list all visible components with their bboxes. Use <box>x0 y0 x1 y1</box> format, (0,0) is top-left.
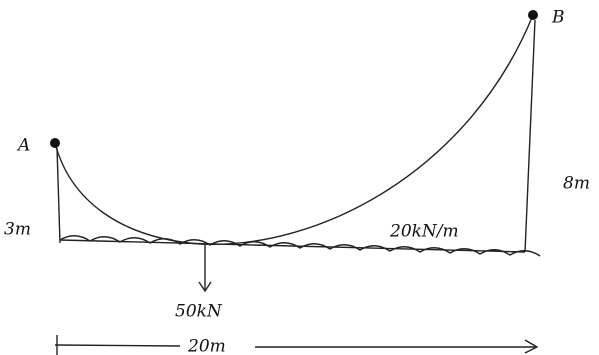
span-label: 20m <box>187 337 226 355</box>
cable-diagram: A B 3m 8m 20kN/m 50kN 20m <box>0 0 599 355</box>
distributed-load-label: 20kN/m <box>389 222 459 242</box>
left-vertical <box>57 148 60 243</box>
support-b <box>528 10 538 20</box>
dimension-line <box>55 345 180 346</box>
right-vertical <box>525 20 535 252</box>
label-b: B <box>551 8 565 28</box>
support-a <box>50 138 60 148</box>
point-load-label: 50kN <box>175 302 223 322</box>
label-a: A <box>16 136 30 156</box>
left-height: 3m <box>4 220 31 240</box>
right-height: 8m <box>563 174 590 194</box>
cable <box>55 15 533 244</box>
